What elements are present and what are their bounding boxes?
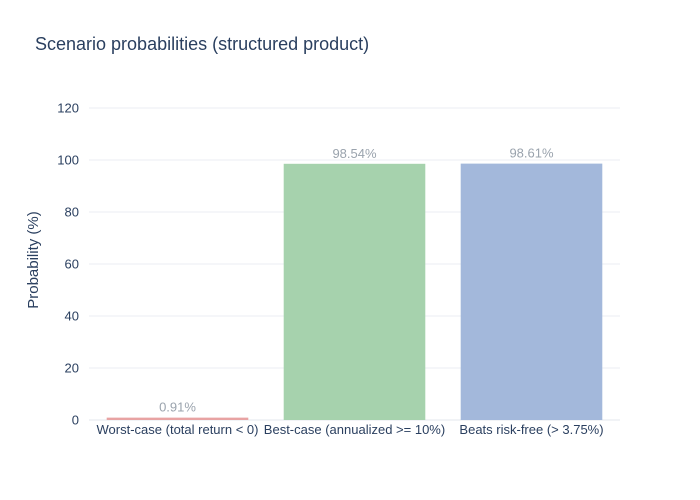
bars — [106, 163, 603, 420]
bar — [283, 163, 426, 420]
bar — [460, 163, 603, 420]
y-axis-ticks: 0 20 40 60 80 100 120 — [57, 101, 79, 428]
y-tick-label: 0 — [72, 413, 79, 428]
bar-data-label: 98.54% — [332, 146, 377, 161]
bar-data-label: 0.91% — [159, 400, 196, 415]
y-tick-label: 80 — [65, 205, 79, 220]
y-tick-label: 120 — [57, 101, 79, 116]
x-tick-label: Worst-case (total return < 0) — [97, 422, 259, 437]
y-axis-label: Probability (%) — [25, 211, 42, 309]
x-axis-ticks: Worst-case (total return < 0) Best-case (… — [97, 422, 604, 437]
x-tick-label: Best-case (annualized >= 10%) — [264, 422, 445, 437]
y-tick-label: 60 — [65, 257, 79, 272]
bar — [106, 417, 249, 420]
y-tick-label: 40 — [65, 309, 79, 324]
data-labels: 0.91% 98.54% 98.61% — [159, 146, 554, 415]
y-tick-label: 20 — [65, 361, 79, 376]
chart-title: Scenario probabilities (structured produ… — [35, 34, 369, 54]
y-tick-label: 100 — [57, 153, 79, 168]
bar-data-label: 98.61% — [509, 146, 554, 161]
x-tick-label: Beats risk-free (> 3.75%) — [459, 422, 603, 437]
